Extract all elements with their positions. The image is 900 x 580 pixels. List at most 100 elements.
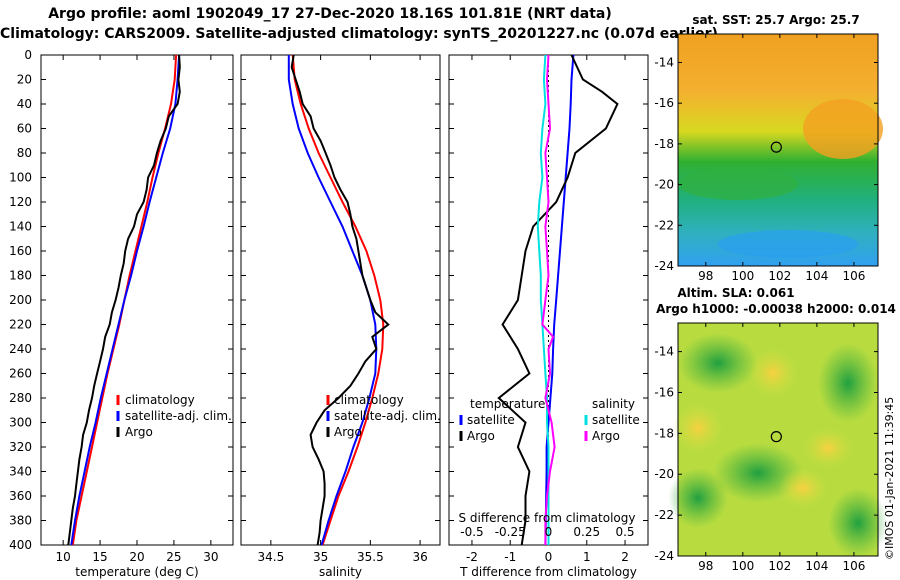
lat-tick-label: -20 bbox=[654, 467, 674, 481]
lat-tick-label: -24 bbox=[654, 549, 674, 563]
pressure-tick-label: 240 bbox=[9, 342, 32, 356]
pressure-tick-label: 340 bbox=[9, 465, 32, 479]
legend-label: climatology bbox=[334, 393, 404, 407]
sla-map-subtitle: Argo h1000: -0.00038 h2000: 0.014 bbox=[656, 302, 896, 316]
sst-cold-patch bbox=[718, 230, 858, 258]
legend-temperature-title: temperature bbox=[470, 397, 545, 411]
temperature-xlabel: temperature (deg C) bbox=[75, 565, 198, 579]
x-tick-label: 2 bbox=[621, 550, 629, 564]
sla-green-blob bbox=[828, 488, 888, 558]
x-tick-label: 25 bbox=[166, 550, 181, 564]
series-t-argo bbox=[497, 54, 619, 546]
legend-label: satellite-adj. clim. bbox=[334, 409, 441, 423]
series-climatology bbox=[291, 54, 385, 546]
lon-tick-label: 98 bbox=[698, 269, 713, 283]
pressure-tick-label: 220 bbox=[9, 318, 32, 332]
legend-label: Argo bbox=[125, 425, 153, 439]
pressure-tick-label: 200 bbox=[9, 293, 32, 307]
sla-yellow-blob bbox=[673, 403, 723, 453]
lon-tick-label: 100 bbox=[731, 269, 754, 283]
pressure-tick-label: 320 bbox=[9, 440, 32, 454]
x-tick-label: 35 bbox=[313, 550, 328, 564]
x-tick-label: 36 bbox=[412, 550, 427, 564]
sla-yellow-blob bbox=[778, 468, 828, 508]
pressure-tick-label: 380 bbox=[9, 514, 32, 528]
series-satellite-adj-clim- bbox=[70, 54, 181, 546]
sst-green-patch bbox=[678, 168, 798, 200]
lat-tick-label: -18 bbox=[654, 137, 674, 151]
lat-tick-label: -20 bbox=[654, 178, 674, 192]
pressure-tick-label: 80 bbox=[17, 146, 32, 160]
x-tick-label: 34.5 bbox=[257, 550, 284, 564]
series-argo bbox=[67, 54, 181, 546]
pressure-tick-label: 100 bbox=[9, 171, 32, 185]
legend-label: Argo bbox=[334, 425, 362, 439]
legend-label: climatology bbox=[125, 393, 195, 407]
x-tick-label: 30 bbox=[203, 550, 218, 564]
sst-map-title: sat. SST: 25.7 Argo: 25.7 bbox=[692, 13, 859, 27]
sla-yellow-blob bbox=[803, 428, 853, 468]
lon-tick-label: 102 bbox=[768, 559, 791, 573]
x-tick-label: 35.5 bbox=[357, 550, 384, 564]
x-tick-label: 10 bbox=[56, 550, 71, 564]
difference-panel: -2 -1 0 1 2T difference from climatology -0.5… bbox=[448, 54, 649, 579]
sla-map-title: Altim. SLA: 0.061 bbox=[677, 286, 794, 300]
lat-tick-label: -16 bbox=[654, 385, 674, 399]
x-tick-label: 20 bbox=[129, 550, 144, 564]
s-tick-label: 0 bbox=[545, 525, 553, 539]
sst-warm-patch bbox=[803, 99, 883, 159]
legend-label: satellite bbox=[592, 413, 640, 427]
lon-tick-label: 106 bbox=[842, 269, 865, 283]
x-tick-label: 1 bbox=[583, 550, 591, 564]
lon-tick-label: 104 bbox=[805, 559, 828, 573]
pressure-tick-label: 160 bbox=[9, 244, 32, 258]
x-tick-label: -2 bbox=[466, 550, 478, 564]
sla_map-frame bbox=[677, 322, 879, 557]
lon-tick-label: 98 bbox=[698, 559, 713, 573]
imos-credit: ©IMOS 01-Jan-2021 11:39:45 bbox=[883, 396, 896, 560]
pressure-tick-label: 0 bbox=[24, 48, 32, 62]
figure-title-line1: Argo profile: aoml 1902049_17 27-Dec-202… bbox=[48, 6, 612, 22]
difference-top-label: S difference from climatology bbox=[459, 511, 636, 525]
legend-label: satellite-adj. clim. bbox=[125, 409, 232, 423]
salinity-panel: 34.5 35 35.5 36 salinity climatology satellite… bbox=[240, 54, 441, 579]
sst-map-panel: 98 100 102 104 106 -14 -16 -18 -20 -22 -24 sat. SST… bbox=[654, 13, 883, 283]
pressure-tick-label: 40 bbox=[17, 97, 32, 111]
x-tick-label: -1 bbox=[504, 550, 516, 564]
lon-tick-label: 106 bbox=[842, 559, 865, 573]
pressure-tick-label: 20 bbox=[17, 73, 32, 87]
lat-tick-label: -14 bbox=[654, 55, 674, 69]
lon-tick-label: 100 bbox=[731, 559, 754, 573]
pressure-tick-label: 360 bbox=[9, 489, 32, 503]
pressure-tick-label: 180 bbox=[9, 269, 32, 283]
sla-map-panel: 98 100 102 104 106 -14 -16 -18 -20 -22 -24 Altim. S… bbox=[654, 286, 896, 573]
s-tick-label: 0.5 bbox=[615, 525, 634, 539]
s-tick-label: -0.25 bbox=[495, 525, 526, 539]
lat-tick-label: -16 bbox=[654, 96, 674, 110]
series-argo bbox=[290, 54, 390, 546]
pressure-tick-label: 140 bbox=[9, 220, 32, 234]
lat-tick-label: -22 bbox=[654, 218, 674, 232]
sla-green-blob bbox=[668, 468, 728, 528]
legend-label: satellite bbox=[467, 413, 515, 427]
lon-tick-label: 104 bbox=[805, 269, 828, 283]
salinity-xlabel: salinity bbox=[319, 565, 362, 579]
pressure-tick-label: 120 bbox=[9, 195, 32, 209]
pressure-tick-label: 280 bbox=[9, 391, 32, 405]
argo-location-marker bbox=[770, 141, 782, 153]
sla-green-blob bbox=[818, 343, 878, 423]
pressure-tick-label: 300 bbox=[9, 416, 32, 430]
sla-yellow-blob bbox=[748, 348, 798, 398]
pressure-tick-label: 400 bbox=[9, 538, 32, 552]
difference-xlabel: T difference from climatology bbox=[459, 565, 637, 579]
series-s-satellite bbox=[536, 54, 550, 545]
series-s-argo bbox=[541, 54, 556, 545]
legend-label: Argo bbox=[592, 429, 620, 443]
figure-title-line2: Climatology: CARS2009. Satellite-adjuste… bbox=[0, 26, 718, 42]
series-t-satellite bbox=[544, 54, 575, 546]
s-tick-label: 0.25 bbox=[573, 525, 600, 539]
lon-tick-label: 102 bbox=[768, 269, 791, 283]
sla-green-blob bbox=[678, 333, 758, 393]
s-tick-label: -0.5 bbox=[460, 525, 483, 539]
